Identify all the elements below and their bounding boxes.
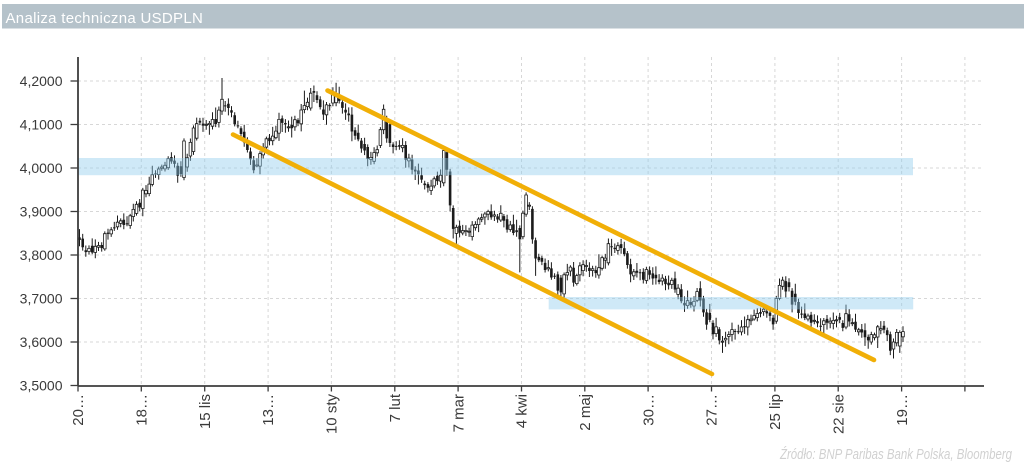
svg-text:Źródło: BNP Paribas Bank Pols: Źródło: BNP Paribas Bank Polska, Bloombe… [779,446,1012,463]
svg-text:10 sty: 10 sty [324,394,341,435]
svg-text:13…: 13… [260,394,277,426]
svg-text:2 maj: 2 maj [577,394,594,431]
svg-text:7 lut: 7 lut [387,393,404,422]
svg-text:4,0000: 4,0000 [20,160,63,176]
svg-text:4,2000: 4,2000 [20,73,63,89]
svg-text:22 sie: 22 sie [830,394,847,434]
svg-text:15 lis: 15 lis [197,394,214,429]
svg-text:19…: 19… [894,394,911,426]
svg-text:3,7000: 3,7000 [20,290,63,306]
svg-text:3,9000: 3,9000 [20,203,63,219]
svg-text:20…: 20… [70,394,87,426]
svg-text:3,6000: 3,6000 [20,334,63,350]
svg-text:4 kwi: 4 kwi [514,394,531,428]
svg-text:4,1000: 4,1000 [20,116,63,132]
svg-text:3,5000: 3,5000 [20,377,63,393]
svg-text:3,8000: 3,8000 [20,247,63,263]
svg-text:30…: 30… [640,394,657,426]
svg-text:Analiza techniczna USDPLN: Analiza techniczna USDPLN [6,10,204,27]
svg-text:18…: 18… [134,394,151,426]
svg-text:27…: 27… [704,394,721,426]
svg-text:7 mar: 7 mar [450,394,467,432]
svg-text:25 lip: 25 lip [767,394,784,430]
